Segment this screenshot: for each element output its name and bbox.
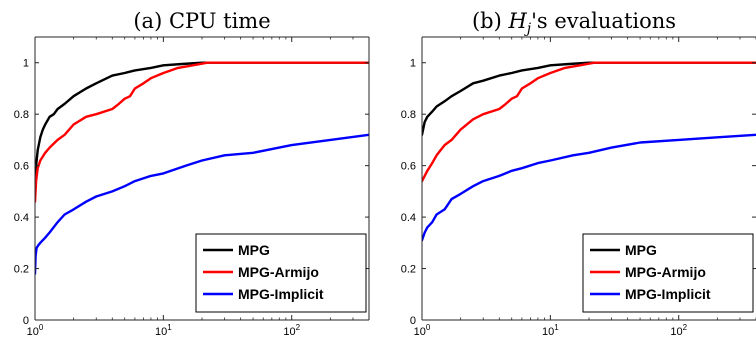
legend-label-mpg-implicit: MPG-Implicit [625,286,711,302]
x-tick-label: 101 [155,323,172,338]
y-tick-label: 0.4 [401,212,416,224]
plot-area [35,61,369,275]
series-line-mpg [35,61,369,180]
chart-panel-hj-evaluations: (b) Hj's evaluations 0 0.2 0.4 0.6 0.8 1 100 101… [401,9,756,338]
y-tick-label: 0.4 [14,212,29,224]
legend: MPG MPG-Armijo MPG-Implicit [582,233,754,313]
legend-label-mpg: MPG [238,242,270,258]
x-tick-label: 102 [670,323,687,338]
y-tick-label: 0.2 [14,264,29,276]
legend-label-mpg-armijo: MPG-Armijo [625,264,706,280]
series-line-mpg-armijo [422,61,756,183]
series-line-mpg-armijo [35,61,369,203]
y-tick-label: 0.8 [401,109,416,121]
y-tick-label: 0.6 [14,161,29,173]
y-tick-label: 1 [410,58,416,70]
legend: MPG MPG-Armijo MPG-Implicit [195,233,367,313]
legend-label-mpg: MPG [625,242,657,258]
x-tick-label: 100 [27,323,44,338]
series-line-mpg-implicit [422,133,756,242]
series-line-mpg-implicit [35,133,369,275]
x-tick-label: 102 [283,323,300,338]
y-tick-label: 1 [23,58,29,70]
chart-title: (a) CPU time [133,9,270,33]
y-tick-label: 0 [410,315,416,327]
series-line-mpg [422,61,756,137]
x-tick-label: 101 [542,323,559,338]
x-tick-label: 100 [414,323,431,338]
chart-title: (b) Hj's evaluations [472,9,676,37]
y-tick-label: 0.6 [401,161,416,173]
legend-label-mpg-implicit: MPG-Implicit [238,286,324,302]
plot-area [422,61,756,242]
y-tick-label: 0.2 [401,264,416,276]
legend-label-mpg-armijo: MPG-Armijo [238,264,319,280]
y-tick-label: 0 [23,315,29,327]
y-tick-label: 0.8 [14,109,29,121]
